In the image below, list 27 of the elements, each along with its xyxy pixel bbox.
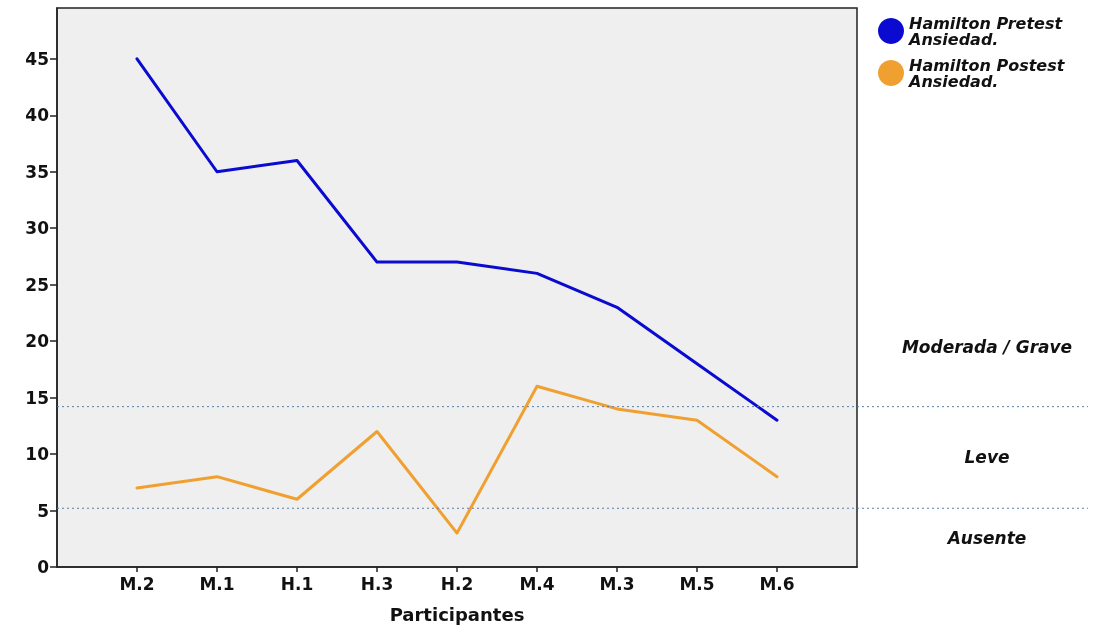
legend-label: Hamilton Pretest Ansiedad. — [907, 13, 1068, 49]
y-tick-label: 10 — [25, 444, 50, 465]
text: Leve — [964, 447, 1010, 468]
x-tick-label: M.3 — [599, 573, 635, 594]
y-tick-label: 25 — [25, 274, 49, 295]
text: Ausente — [945, 527, 1027, 548]
x-tick-label: H.3 — [360, 573, 394, 594]
x-tick-label: M.4 — [519, 573, 555, 594]
line-series — [135, 57, 779, 422]
x-tick-label: M.5 — [679, 573, 715, 594]
y-tick-label: 45 — [25, 48, 49, 69]
y-tick-label: 0 — [37, 557, 50, 577]
y-tick-label: 40 — [25, 105, 50, 126]
x-tick-label: H.1 — [280, 573, 314, 594]
text: Moderada / Grave — [901, 336, 1073, 357]
y-tick-label: 20 — [25, 331, 50, 352]
x-tick-label: M.2 — [119, 573, 155, 594]
x-tick-label: H.2 — [440, 573, 474, 594]
legend-label: Hamilton Postest Ansiedad. — [907, 55, 1070, 91]
line-series — [135, 384, 779, 535]
y-tick-label: 30 — [25, 218, 50, 239]
y-tick-label: 5 — [37, 500, 49, 521]
x-tick-label: M.1 — [199, 573, 235, 594]
y-tick-label: 35 — [25, 161, 49, 182]
x-axis-title: Participantes — [389, 603, 525, 625]
y-tick-label: 15 — [25, 387, 49, 408]
x-tick-label: M.6 — [759, 573, 795, 594]
